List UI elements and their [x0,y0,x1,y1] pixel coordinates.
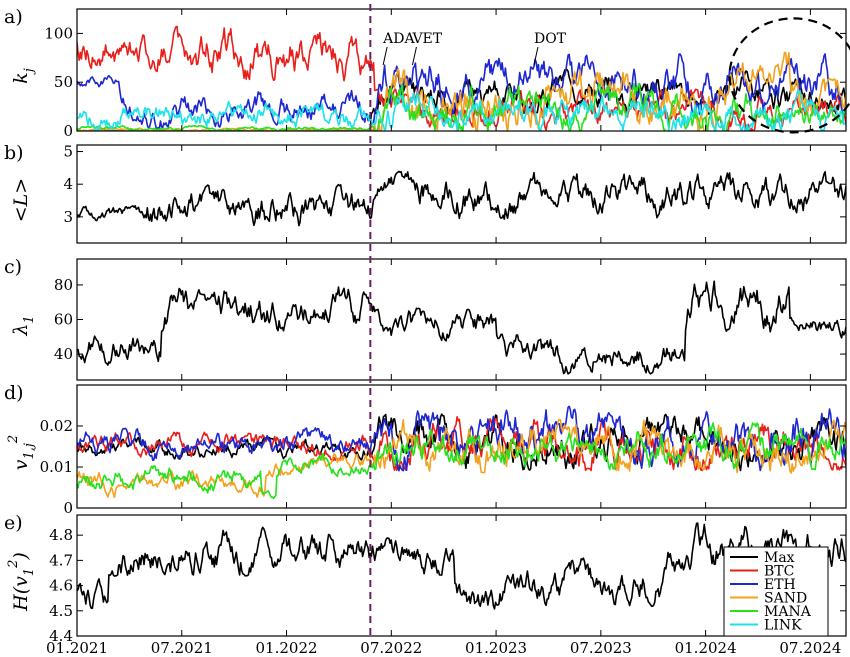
series-group [77,280,846,375]
y-tick-label: 3 [63,208,73,226]
y-tick-label: 0.01 [40,458,73,476]
series-line--l- [77,170,846,227]
highlight-ellipse [728,17,850,134]
series-group [77,522,846,610]
y-tick-label: 4.4 [49,627,73,645]
series-line-sand [77,51,846,131]
x-tick-label: 07.2024 [779,639,841,657]
y-tick-label: 4.6 [49,577,73,595]
x-axis: 01.2021 07.2021 01.2022 07.2022 01.2023 07.20… [46,639,841,657]
legend-label-max: Max [764,550,795,566]
legend-label-link: LINK [764,618,802,634]
panel-label: b) [4,142,24,164]
panel-label: a) [4,6,23,28]
legend-label-btc: BTC [764,564,794,580]
panel-4: 0 0.01 0.02 d) v1,j2 [4,382,847,517]
series-group [77,25,846,131]
series-group [77,405,846,500]
x-tick-label: 01.2022 [256,639,318,657]
series-line--1 [77,280,846,375]
y-tick-label: 80 [54,276,73,294]
series-line-mana [77,83,846,131]
panel-frame [76,384,847,509]
y-tick-label: 4.5 [49,602,73,620]
x-tick-label: 01.2024 [675,639,737,657]
legend-label-eth: ETH [764,577,796,593]
annotation-arrow [382,46,388,66]
y-tick-label: 50 [54,73,73,91]
panel-frame [76,8,847,132]
panel-label: c) [4,256,22,278]
y-tick-label: 4 [63,175,73,193]
series-group [77,170,846,227]
x-tick-label: 07.2022 [360,639,422,657]
series-line-eth [77,405,846,472]
annotation-arrow [411,46,417,66]
y-axis-label: kj [10,68,37,84]
panel-2: 3 4 5 b) <L> [4,142,847,244]
y-axis-label: λ1 [10,315,37,336]
annotation-ada: ADA [382,31,415,47]
x-tick-label: 01.2021 [46,639,108,657]
y-tick-label: 4.8 [49,526,73,544]
y-tick-label: 0 [63,499,73,517]
series-line-h-v1-2- [77,522,846,610]
y-tick-label: 0.02 [40,417,73,435]
panel-frame [76,514,847,637]
x-tick-label: 07.2023 [570,639,632,657]
annotation-arrow [533,46,539,66]
y-tick-label: 100 [44,24,73,42]
panel-label: e) [4,512,23,534]
series-line-link [77,89,846,131]
y-tick-label: 60 [54,311,73,329]
y-tick-label: 0 [63,122,73,140]
panel-frame [76,144,847,244]
legend-label-mana: MANA [764,604,812,620]
panel-5: 4.4 4.5 4.6 4.7 4.8 e) H(v12) [4,512,847,645]
legend-box [723,546,829,637]
y-tick-label: 5 [63,143,73,161]
panel-3: 40 60 80 c) λ1 [4,256,847,381]
annotation-vet: VET [411,31,442,47]
y-axis-label: v1,j2 [6,435,37,470]
y-axis-label: H(v12) [6,552,37,612]
panel-1: 0 50 100 a) kj [4,6,847,140]
annotation-dot: DOT [534,31,567,47]
legend-label-sand: SAND [764,591,807,607]
x-tick-label: 07.2021 [151,639,213,657]
y-tick-label: 40 [54,345,73,363]
panels: 0 50 100 a) kj 3 4 5 b) <L> 40 60 80 c) λ1 0 0.01 0.02 d) v… [4,6,847,645]
series-line-mana [77,422,846,500]
y-axis-label: <L> [10,178,32,222]
x-tick-label: 01.2023 [465,639,527,657]
panel-label: d) [4,382,24,404]
y-tick-label: 4.7 [49,551,73,569]
series-line-btc [77,416,846,472]
